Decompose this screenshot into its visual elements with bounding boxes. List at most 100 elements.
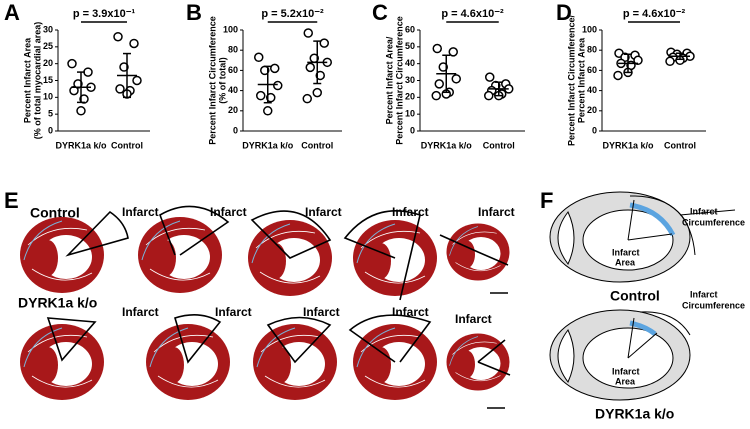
data-point <box>270 63 280 74</box>
row-label: DYRK1a k/o <box>18 295 97 311</box>
data-point <box>119 62 129 72</box>
y-tick-label: 0 <box>410 125 415 135</box>
data-point <box>254 52 264 63</box>
data-point <box>319 38 329 48</box>
row-label: Control <box>30 205 80 221</box>
y-tick-label: 60 <box>228 65 238 75</box>
data-point <box>451 74 461 84</box>
circumference-label: Infarct <box>690 206 718 216</box>
x-tick-label: DYRK1a k/o <box>421 140 473 150</box>
y-tick-label: 60 <box>405 24 415 34</box>
circumference-label: Circumference <box>682 300 745 310</box>
data-point <box>633 55 643 66</box>
y-tick-label: 20 <box>405 92 415 102</box>
panel-letter: A <box>4 0 20 25</box>
y-tick-label: 20 <box>228 105 238 115</box>
data-point <box>263 106 273 116</box>
data-point <box>431 90 441 101</box>
y-tick-label: 5 <box>48 109 53 119</box>
data-point <box>448 47 458 57</box>
diagram-caption: DYRK1a k/o <box>595 406 674 422</box>
x-tick-label: Control <box>111 140 143 150</box>
heart-section <box>19 216 105 294</box>
y-tick-label: 40 <box>587 85 597 95</box>
data-point <box>305 62 315 73</box>
panel-letter: C <box>372 0 388 25</box>
data-point <box>312 87 322 98</box>
y-tick-label: 50 <box>405 41 415 51</box>
area-label: Infarct <box>612 366 640 376</box>
panel-letter: D <box>556 0 572 25</box>
p-value: p = 5.2x10⁻² <box>261 8 324 20</box>
y-tick-label: 80 <box>587 45 597 55</box>
x-tick-label: DYRK1a k/o <box>55 140 107 150</box>
data-point <box>129 38 139 49</box>
data-point <box>434 79 444 89</box>
heart-section <box>19 323 105 401</box>
y-tick-label: 0 <box>233 125 238 135</box>
schematic-dyrk1a <box>549 309 691 401</box>
x-tick-label: Control <box>483 140 515 150</box>
infarct-label: Infarct <box>210 205 247 219</box>
data-point <box>485 72 495 82</box>
y-tick-label: 40 <box>405 58 415 68</box>
y-tick-label: 80 <box>228 45 238 55</box>
y-axis-label: (% of total) <box>217 57 227 104</box>
circumference-label: Circumference <box>682 217 745 227</box>
data-point <box>613 70 623 81</box>
infarct-label: Infarct <box>392 305 429 319</box>
y-tick-label: 10 <box>43 92 53 102</box>
y-tick-label: 40 <box>228 85 238 95</box>
x-tick-label: Control <box>664 140 696 150</box>
y-axis-label: Percent Infarct Circumference/ <box>566 14 576 146</box>
area-label: Area <box>615 257 636 267</box>
data-point <box>67 58 77 69</box>
infarct-label: Infarct <box>122 305 159 319</box>
data-point <box>76 106 86 116</box>
y-tick-label: 15 <box>43 75 53 85</box>
y-tick-label: 20 <box>587 105 597 115</box>
x-tick-label: DYRK1a k/o <box>602 140 654 150</box>
p-value: p = 4.6x10⁻² <box>441 8 504 20</box>
data-point <box>438 62 448 72</box>
y-tick-label: 100 <box>223 24 238 34</box>
y-tick-label: 60 <box>587 65 597 75</box>
x-tick-label: DYRK1a k/o <box>242 140 294 150</box>
data-point <box>315 70 325 81</box>
data-point <box>266 92 276 103</box>
data-point <box>83 67 93 77</box>
data-point <box>303 28 313 38</box>
infarct-label: Infarct <box>455 312 492 326</box>
y-axis-label: (% of total myocardial area) <box>32 22 42 140</box>
p-value: p = 4.6x10⁻² <box>623 8 686 20</box>
data-point <box>113 31 123 42</box>
data-point <box>132 75 142 86</box>
y-axis-label: Percent Infarct Circumference <box>394 16 404 145</box>
infarct-label: Infarct <box>122 205 159 219</box>
infarct-label: Infarct <box>478 205 515 219</box>
infarct-label: Infarct <box>392 205 429 219</box>
panel-letter: F <box>540 188 553 213</box>
area-label: Infarct <box>612 247 640 257</box>
p-value: p = 3.9x10⁻¹ <box>73 8 136 20</box>
data-point <box>432 43 442 54</box>
infarct-wedges <box>46 205 511 409</box>
circumference-label: Infarct <box>690 289 718 299</box>
data-point <box>256 90 266 101</box>
infarct-label: Infarct <box>305 205 342 219</box>
y-axis-label: Percent Infarct Circumference <box>207 16 217 145</box>
y-tick-label: 30 <box>43 24 53 34</box>
y-axis-label: Percent Infarct Area <box>22 37 32 123</box>
y-axis-label: Percent Infarct Area <box>576 37 586 123</box>
data-point <box>302 93 312 104</box>
x-tick-label: Control <box>301 140 333 150</box>
y-tick-label: 30 <box>405 75 415 85</box>
y-tick-label: 0 <box>592 125 597 135</box>
data-point <box>484 90 494 101</box>
infarct-label: Infarct <box>215 305 252 319</box>
panel-letter: B <box>186 0 202 25</box>
data-point <box>273 80 283 91</box>
data-point <box>115 84 125 94</box>
y-axis-label: Percent Infarct Area/ <box>384 36 394 124</box>
